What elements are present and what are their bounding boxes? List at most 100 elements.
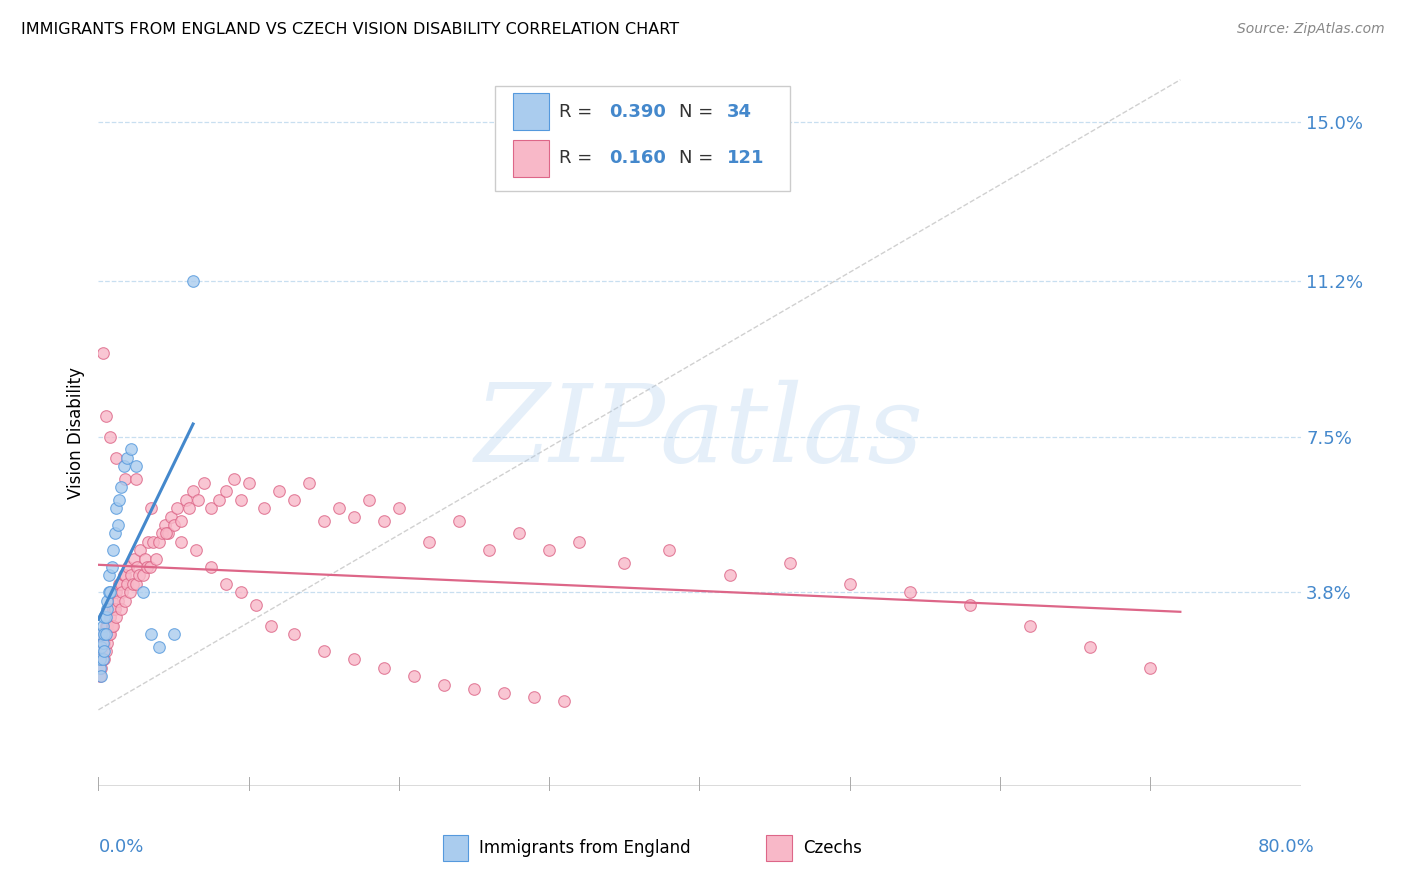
Point xyxy=(156,526,179,541)
Point xyxy=(115,577,138,591)
Text: Source: ZipAtlas.com: Source: ZipAtlas.com xyxy=(1237,22,1385,37)
Text: 0.160: 0.160 xyxy=(609,150,666,168)
Text: 0.0%: 0.0% xyxy=(98,838,143,856)
Point xyxy=(114,472,136,486)
Point xyxy=(93,635,115,649)
Point xyxy=(184,543,207,558)
Text: ZIPatlas: ZIPatlas xyxy=(475,380,924,485)
Point xyxy=(153,518,176,533)
Point xyxy=(132,585,155,599)
Point xyxy=(283,492,305,507)
Point xyxy=(93,610,115,624)
Point xyxy=(103,602,125,616)
Point xyxy=(145,551,167,566)
Point xyxy=(193,476,215,491)
Y-axis label: Vision Disability: Vision Disability xyxy=(66,367,84,499)
Point xyxy=(138,560,160,574)
Point xyxy=(100,627,122,641)
Point xyxy=(838,577,860,591)
Point xyxy=(959,598,981,612)
Point xyxy=(110,480,132,494)
Point xyxy=(108,577,131,591)
Point xyxy=(104,585,127,599)
Point xyxy=(312,644,335,658)
Point xyxy=(253,501,276,516)
Point xyxy=(121,442,143,457)
Point xyxy=(343,652,366,666)
Point xyxy=(127,560,149,574)
Point xyxy=(125,577,148,591)
Text: Czechs: Czechs xyxy=(803,839,862,857)
Point xyxy=(94,610,117,624)
Text: N =: N = xyxy=(679,103,718,120)
Point xyxy=(155,526,177,541)
Point xyxy=(90,669,112,683)
Point xyxy=(111,585,134,599)
Point xyxy=(170,534,193,549)
Point xyxy=(100,610,122,624)
Point xyxy=(89,669,111,683)
Point xyxy=(343,509,366,524)
Point xyxy=(779,556,801,570)
Point xyxy=(231,492,253,507)
Point xyxy=(115,450,138,465)
Point xyxy=(91,635,114,649)
Point xyxy=(260,619,283,633)
Point xyxy=(110,602,132,616)
Point xyxy=(231,585,253,599)
Point xyxy=(103,543,125,558)
Point xyxy=(114,593,136,607)
Text: 34: 34 xyxy=(727,103,752,120)
Point xyxy=(170,514,193,528)
Point xyxy=(141,534,163,549)
Point xyxy=(105,501,128,516)
Point xyxy=(124,551,146,566)
Point xyxy=(91,652,114,666)
Point xyxy=(118,585,141,599)
Point xyxy=(97,627,120,641)
Point xyxy=(105,450,128,465)
Point xyxy=(94,619,117,633)
Point xyxy=(125,472,148,486)
Point xyxy=(93,652,115,666)
Point xyxy=(93,644,115,658)
Point xyxy=(494,686,516,700)
Point xyxy=(101,619,124,633)
Point xyxy=(215,577,238,591)
Point xyxy=(101,560,124,574)
Text: IMMIGRANTS FROM ENGLAND VS CZECH VISION DISABILITY CORRELATION CHART: IMMIGRANTS FROM ENGLAND VS CZECH VISION … xyxy=(21,22,679,37)
Point xyxy=(215,484,238,499)
Point xyxy=(132,568,155,582)
Point xyxy=(90,627,112,641)
Point xyxy=(162,518,184,533)
Point xyxy=(89,661,111,675)
Point xyxy=(298,476,321,491)
Point xyxy=(91,652,114,666)
Point xyxy=(112,568,135,582)
Point xyxy=(181,484,204,499)
Point xyxy=(97,568,120,582)
Point xyxy=(103,619,125,633)
Point xyxy=(90,644,112,658)
Point xyxy=(91,346,114,360)
Point xyxy=(312,514,335,528)
Point xyxy=(463,681,485,696)
Point xyxy=(112,459,135,474)
FancyBboxPatch shape xyxy=(513,93,550,130)
Point xyxy=(245,598,267,612)
Point xyxy=(402,669,425,683)
Point xyxy=(96,602,118,616)
Point xyxy=(447,514,470,528)
Point xyxy=(538,543,561,558)
Text: Immigrants from England: Immigrants from England xyxy=(479,839,692,857)
Point xyxy=(129,543,152,558)
Point xyxy=(90,661,112,675)
Point xyxy=(150,526,173,541)
Point xyxy=(100,585,122,599)
Point xyxy=(90,640,112,654)
Point xyxy=(96,619,118,633)
Point xyxy=(114,568,136,582)
Point xyxy=(159,509,181,524)
Point xyxy=(94,644,117,658)
Point xyxy=(100,430,122,444)
